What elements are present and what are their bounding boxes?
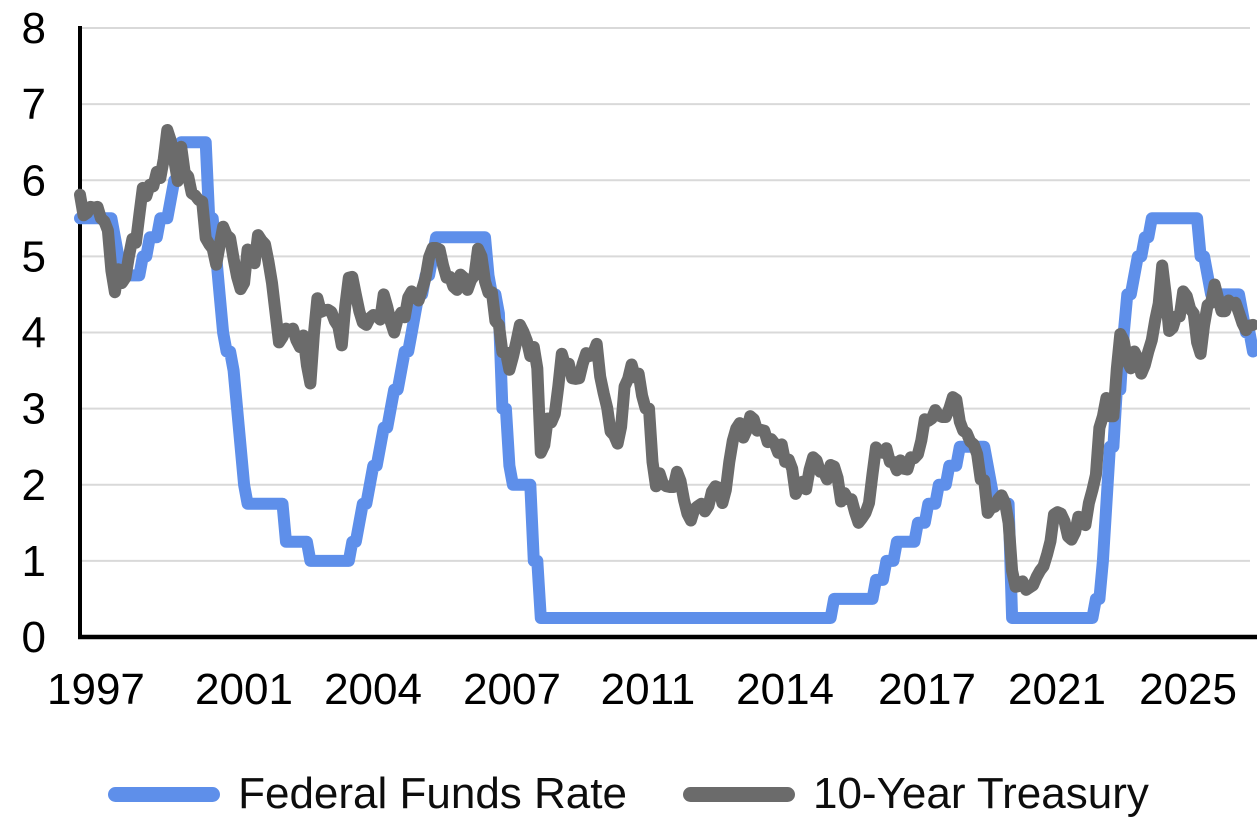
treasury-line-swatch <box>682 786 795 802</box>
y-axis-tick-label: 5 <box>22 232 46 281</box>
y-axis-tick-label: 3 <box>22 385 46 434</box>
x-axis-tick-label-2025: 2025 <box>1139 665 1237 714</box>
y-axis-tick-label: 4 <box>22 309 46 358</box>
y-axis-tick-label: 8 <box>22 4 46 53</box>
y-axis-tick-label: 2 <box>22 461 46 510</box>
y-axis-tick-label: 6 <box>22 156 46 205</box>
series-line-10-year-treasury <box>74 124 1257 596</box>
legend-label-federal-funds: Federal Funds Rate <box>238 769 627 818</box>
x-axis-tick-label-2004: 2004 <box>324 665 422 714</box>
x-axis-tick-label-2014: 2014 <box>736 665 834 714</box>
x-axis-tick-label-2001: 2001 <box>195 665 293 714</box>
series-line-federal-funds-rate <box>74 136 1257 624</box>
x-axis-tick-label-2007: 2007 <box>463 665 561 714</box>
legend-item-10-year-treasury: 10-Year Treasury <box>682 769 1149 818</box>
x-axis-tick-label-1997: 1997 <box>47 665 145 714</box>
federal-funds-line-swatch <box>108 786 221 802</box>
y-axis-tick-label: 0 <box>22 613 46 662</box>
x-axis-tick-label-2021: 2021 <box>1008 665 1106 714</box>
x-axis-tick-label-2011: 2011 <box>601 665 696 714</box>
y-axis-tick-label: 7 <box>22 80 46 129</box>
y-axis-tick-label: 1 <box>22 537 46 586</box>
x-axis-tick-label-2017: 2017 <box>878 665 976 714</box>
legend-item-federal-funds-rate: Federal Funds Rate <box>108 769 627 818</box>
legend-label-10-year-treasury: 10-Year Treasury <box>812 769 1149 818</box>
legend: Federal Funds Rate 10-Year Treasury <box>0 769 1257 818</box>
